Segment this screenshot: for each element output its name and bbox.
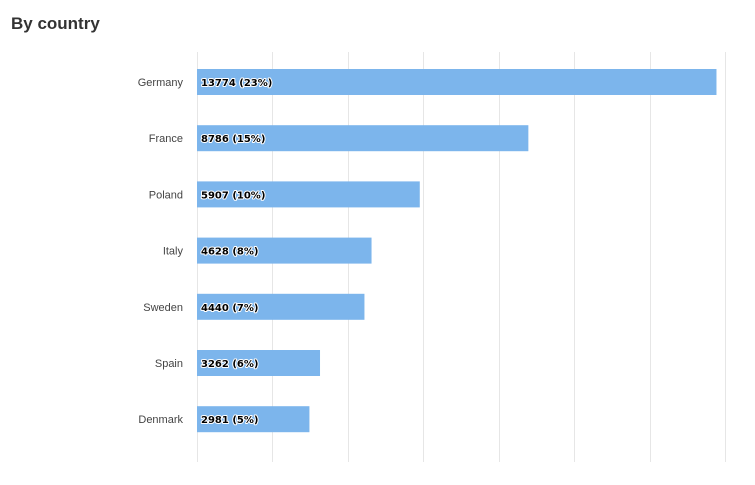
category-label: Sweden [143,302,183,314]
data-label: 5907 (10%) [201,190,265,201]
category-label: Denmark [138,414,183,426]
bar-sweden [197,293,365,320]
bar-italy [197,237,372,264]
category-label: Spain [155,358,183,370]
bar-france [197,125,529,152]
bar-germany [197,69,717,95]
data-label: 13774 (23%) [201,78,272,89]
category-label: Italy [163,246,184,258]
category-label: Germany [138,77,184,89]
bar-denmark [197,406,310,433]
data-label: 2981 (5%) [201,415,258,426]
chart-title: By country [11,14,100,33]
data-label: 3262 (6%) [201,359,258,370]
bar-poland [197,181,420,208]
category-label: Poland [149,189,183,201]
data-label: 8786 (15%) [201,134,265,145]
data-label: 4440 (7%) [201,303,258,314]
bar-spain [197,350,321,376]
data-label: 4628 (8%) [201,247,258,258]
category-label: France [149,133,183,145]
